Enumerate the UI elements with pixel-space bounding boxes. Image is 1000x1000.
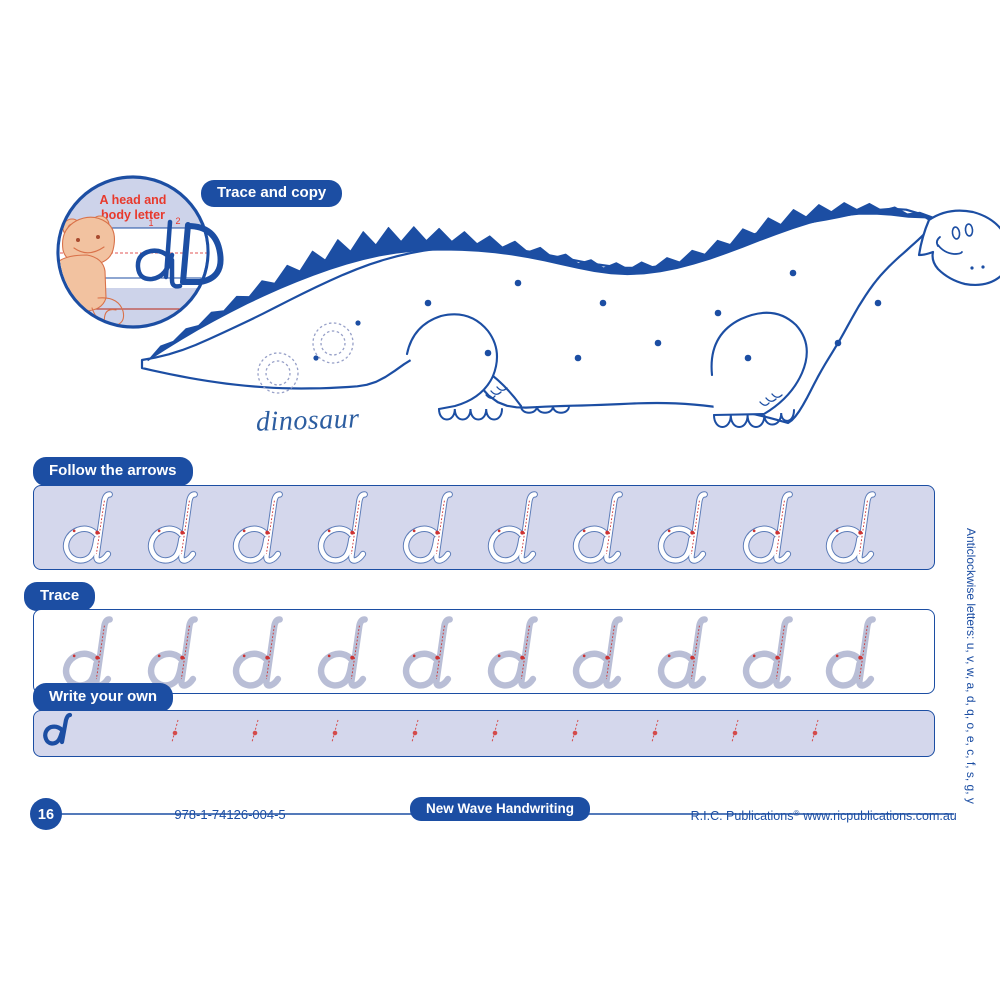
svg-text:R.I.C. Publications®: R.I.C. Publications® [691, 809, 800, 823]
svg-text:www.ricpublications.com.au: www.ricpublications.com.au [802, 809, 957, 823]
svg-text:16: 16 [38, 807, 54, 823]
svg-text:978-1-74126-004-5: 978-1-74126-004-5 [174, 807, 285, 822]
